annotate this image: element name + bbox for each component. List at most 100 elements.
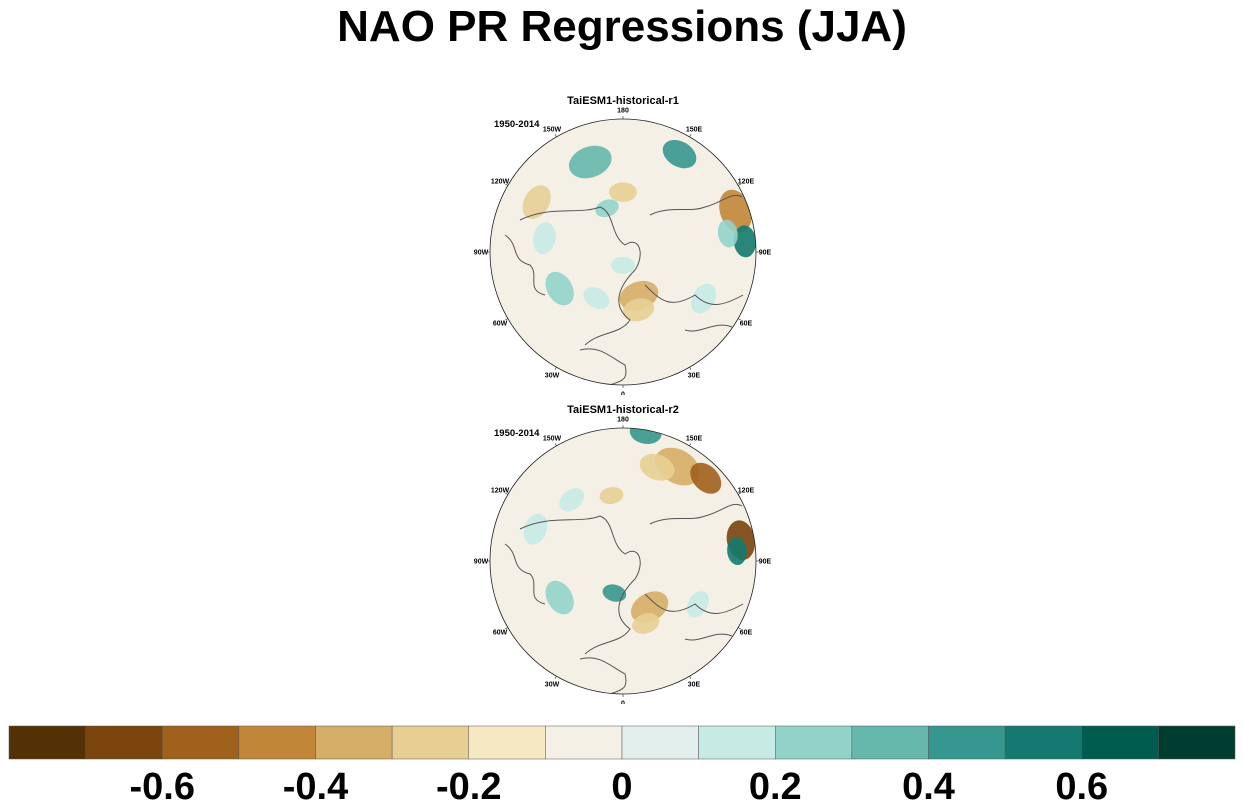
lon-tick [554, 134, 557, 137]
colorbar-box [1081, 725, 1159, 760]
coastline [644, 593, 744, 614]
coastline [519, 206, 641, 346]
lon-tick [505, 492, 508, 495]
anomaly-blob [622, 298, 655, 322]
colorbar-tick-label: 0 [611, 766, 632, 807]
lon-label: 120W [491, 488, 510, 495]
coastline [504, 234, 546, 296]
lon-label: 150W [543, 436, 562, 443]
anomaly-blob [611, 256, 635, 274]
lon-tick [738, 183, 741, 186]
lon-tick [738, 627, 741, 630]
coastline [649, 503, 743, 525]
lon-label: 180 [617, 108, 629, 115]
anomaly-blob [599, 486, 624, 505]
coastline [519, 515, 641, 655]
anomaly-blob [568, 145, 612, 179]
colorbar-box [1158, 725, 1236, 760]
chart-title: NAO PR Regressions (JJA) [337, 2, 907, 51]
anomaly-blob [609, 182, 637, 202]
colorbar-box [698, 725, 776, 760]
coastline [649, 194, 743, 216]
map-panel-r1: TaiESM1-historical-r1 1950-2014 180 150E 1… [460, 95, 786, 395]
lon-tick [505, 183, 508, 186]
lon-label: 60W [493, 630, 508, 637]
anomaly-blob [733, 225, 756, 258]
anomaly-blob [690, 462, 722, 494]
lon-label: 0 [621, 392, 625, 396]
anomaly-field [523, 428, 756, 634]
lon-tick [738, 492, 741, 495]
colorbar-tick-label: 0.6 [1055, 766, 1108, 807]
anomaly-blob [523, 513, 548, 545]
coastline [504, 543, 546, 605]
anomaly-blob [639, 453, 675, 481]
lon-label: 120E [738, 488, 755, 495]
colorbar-box [391, 725, 469, 760]
anomaly-blob [522, 185, 551, 219]
colorbar-tick-label: 0.2 [749, 766, 802, 807]
lon-label: 30E [688, 681, 701, 688]
coastline [579, 657, 627, 694]
coastline [644, 284, 744, 305]
lon-label: 120W [491, 179, 510, 186]
lon-label: 150E [686, 127, 703, 134]
anomaly-blob [559, 488, 585, 512]
lon-label: 150W [543, 127, 562, 134]
anomaly-blob [583, 287, 610, 310]
coastline [684, 633, 733, 641]
polar-map: 180 150E 120E 90E 60E 30E 0 30W 60W 90W 120W 150W [474, 417, 772, 705]
anomaly-blob [727, 537, 747, 566]
lon-label: 0 [621, 701, 625, 705]
lon-tick [689, 676, 692, 679]
lon-label: 90W [474, 250, 489, 257]
panel-title: TaiESM1-historical-r2 [567, 404, 679, 416]
anomaly-blob [717, 219, 738, 248]
colorbar-box [238, 725, 316, 760]
coastline [684, 324, 733, 332]
lon-label: 90E [759, 559, 772, 566]
coastline [579, 348, 627, 385]
colorbar-box [85, 725, 163, 760]
map-disk [490, 428, 756, 694]
colorbar-tick-label: -0.4 [283, 766, 348, 807]
anomaly-blob [662, 139, 697, 169]
lon-label: 90W [474, 559, 489, 566]
anomaly-blob [691, 283, 717, 314]
lon-label: 30W [545, 372, 560, 379]
lon-tick [689, 443, 692, 446]
colorbar-box [468, 725, 546, 760]
anomaly-blob [629, 428, 662, 445]
anomaly-blob [602, 584, 627, 602]
lon-label: 60E [740, 321, 753, 328]
lon-label: 120E [738, 179, 755, 186]
colorbar-box [1004, 725, 1082, 760]
anomaly-blob [545, 271, 574, 306]
colorbar-box [8, 725, 86, 760]
anomaly-blob [533, 222, 556, 255]
panel-title: TaiESM1-historical-r1 [567, 95, 679, 107]
anomaly-blob [632, 613, 660, 634]
lon-label: 30W [545, 681, 560, 688]
lon-tick [554, 676, 557, 679]
lon-tick [689, 367, 692, 370]
lon-label: 90E [759, 250, 772, 257]
colorbar-box [162, 725, 240, 760]
anomaly-blob [630, 591, 669, 623]
colorbar-tick-label: -0.6 [130, 766, 195, 807]
colorbar-box [315, 725, 393, 760]
anomaly-blob [595, 199, 619, 218]
map-disk [490, 119, 756, 385]
lon-label: 60W [493, 321, 508, 328]
lon-label: 60E [740, 630, 753, 637]
period-label: 1950-2014 [494, 428, 540, 439]
anomaly-blob [545, 580, 574, 615]
lon-tick [505, 627, 508, 630]
colorbar-box [851, 725, 929, 760]
colorbar-box [621, 725, 699, 760]
colorbar-box [775, 725, 853, 760]
colorbar-tick-label: -0.2 [436, 766, 501, 807]
lon-label: 180 [617, 417, 629, 424]
anomaly-field [522, 139, 756, 322]
